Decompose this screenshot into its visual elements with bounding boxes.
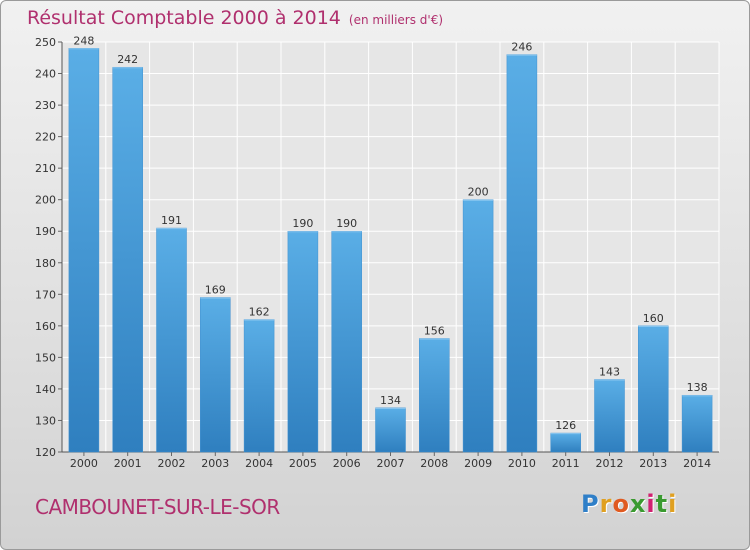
x-tick-label: 2010 (508, 457, 536, 470)
logo-letter: i (646, 490, 656, 518)
y-tick-label: 150 (35, 351, 56, 364)
y-tick-label: 190 (35, 225, 56, 238)
bar-value-label: 143 (599, 365, 620, 378)
y-tick-label: 210 (35, 162, 56, 175)
x-tick-label: 2002 (158, 457, 186, 470)
x-tick-label: 2013 (639, 457, 667, 470)
bar (506, 54, 538, 453)
chart-title: Résultat Comptable 2000 à 2014 (en millie… (27, 7, 443, 29)
bar-value-label: 162 (249, 306, 270, 319)
bar (156, 227, 187, 453)
x-tick-label: 2001 (114, 457, 142, 470)
bar (638, 325, 669, 453)
axes: 120 130 140 150 160 170 180 190 200 210 220 230 240 2… (35, 36, 719, 470)
chart-subtitle: (en milliers d'€) (348, 13, 444, 27)
x-tick-label: 2012 (596, 457, 624, 470)
y-tick-label: 230 (35, 99, 56, 112)
bar (419, 338, 450, 453)
bar (375, 407, 406, 453)
bar (331, 230, 362, 453)
logo-letter: r (599, 490, 613, 518)
bar-value-label: 160 (643, 312, 664, 325)
x-tick-label: 2014 (683, 457, 711, 470)
bar-value-label: 169 (205, 283, 226, 296)
bar-value-label: 190 (336, 217, 357, 230)
x-tick-label: 2005 (289, 457, 317, 470)
bar-value-label: 200 (468, 186, 489, 199)
bar-value-label: 242 (117, 53, 138, 66)
x-tick-label: 2009 (464, 457, 492, 470)
logo-letter: i (668, 490, 678, 518)
y-tick-label: 220 (35, 131, 56, 144)
y-tick-label: 120 (35, 446, 56, 459)
bar-value-label: 134 (380, 394, 401, 407)
bar-value-label: 246 (511, 41, 532, 54)
y-tick-label: 160 (35, 320, 56, 333)
bar-value-label: 156 (424, 324, 445, 337)
proxiti-logo[interactable]: Proxiti (581, 490, 677, 518)
y-tick-label: 200 (35, 194, 56, 207)
bars: 248 242 191 169 162 190 190 134 156 200 246 126 143 1… (68, 34, 713, 453)
y-tick-label: 140 (35, 383, 56, 396)
x-tick-label: 2006 (333, 457, 361, 470)
y-tick-label: 170 (35, 288, 56, 301)
logo-letter: P (581, 490, 600, 518)
bar-value-label: 248 (73, 34, 94, 47)
bar-value-label: 138 (687, 381, 708, 394)
bar (681, 394, 713, 453)
x-tick-label: 2011 (552, 457, 580, 470)
x-tick-label: 2008 (420, 457, 448, 470)
x-tick-label: 2007 (377, 457, 405, 470)
bar (462, 199, 494, 453)
bar (68, 48, 100, 453)
bar-value-label: 126 (555, 419, 576, 432)
y-tick-label: 240 (35, 68, 56, 81)
x-tick-label: 2004 (245, 457, 273, 470)
x-tick-label: 2000 (70, 457, 98, 470)
bar (200, 297, 231, 453)
logo-letter: x (629, 490, 647, 518)
commune-name: CAMBOUNET-SUR-LE-SOR (35, 495, 280, 519)
bar-value-label: 190 (292, 217, 313, 230)
bar (287, 230, 319, 453)
bar (243, 319, 275, 453)
chart-title-text: Résultat Comptable 2000 à 2014 (27, 7, 341, 29)
y-tick-label: 180 (35, 257, 56, 270)
logo-letter: o (612, 490, 630, 518)
x-tick-label: 2003 (201, 457, 229, 470)
bar (112, 66, 143, 453)
bar-value-label: 191 (161, 214, 182, 227)
bar (594, 379, 625, 453)
y-tick-label: 250 (35, 36, 56, 49)
y-tick-label: 130 (35, 414, 56, 427)
logo-letter: t (655, 490, 669, 518)
bar (550, 432, 581, 453)
